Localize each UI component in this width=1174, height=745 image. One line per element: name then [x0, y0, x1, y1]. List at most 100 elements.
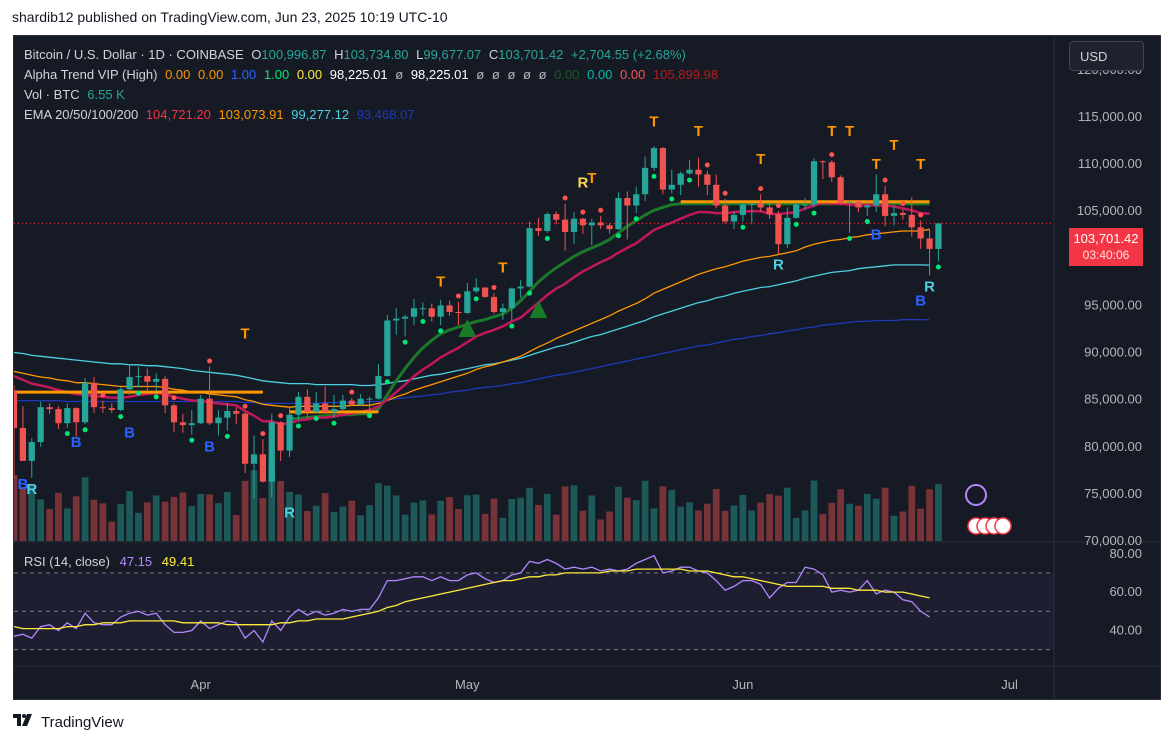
rsi-ma-value: 49.41: [161, 554, 195, 569]
volume-bar: [721, 510, 729, 541]
volume-bar: [437, 500, 445, 541]
candle-body: [206, 398, 213, 424]
candle-body: [624, 198, 631, 206]
signal-dot: [580, 209, 586, 215]
alpha-value-8: 98,225.01: [410, 67, 469, 82]
signal-marker: B: [71, 434, 82, 451]
time-tick-label: Jul: [1001, 677, 1018, 692]
signal-dot: [509, 323, 515, 329]
time-tick-label: Apr: [191, 677, 212, 692]
volume-bar: [801, 510, 809, 541]
volume-bar: [499, 517, 507, 541]
volume-bar: [908, 485, 916, 541]
chart-panel[interactable]: 120,000.00115,000.00110,000.00105,000.00…: [13, 35, 1161, 700]
candle-body: [704, 174, 711, 185]
candle-body: [579, 218, 586, 226]
open-label: O: [251, 47, 262, 62]
volume-bar: [223, 492, 231, 541]
rsi-tick-label: 60.00: [1109, 584, 1142, 599]
currency-button[interactable]: USD: [1069, 41, 1144, 71]
candle-body: [73, 408, 80, 423]
alpha-value-1: 0.00: [165, 67, 191, 82]
candle-body: [899, 213, 906, 215]
volume-bar: [312, 505, 320, 541]
candle-body: [64, 408, 71, 424]
candle-body: [46, 407, 53, 410]
candle-body: [730, 214, 738, 222]
tradingview-logo-icon: [13, 713, 35, 731]
volume-name[interactable]: Vol · BTC: [24, 87, 80, 102]
signal-dot: [864, 219, 870, 225]
volume-bar: [339, 506, 347, 541]
ema-name[interactable]: EMA 20/50/100/200: [24, 107, 139, 122]
volume-bar: [179, 492, 187, 541]
volume-bar: [63, 508, 71, 541]
candle-body: [873, 194, 880, 206]
volume-bar: [108, 521, 116, 541]
volume-bar: [72, 496, 80, 541]
signal-dot: [473, 296, 479, 302]
volume-bar: [472, 494, 480, 541]
footer-brand: TradingView: [13, 713, 124, 731]
volume-bar: [357, 515, 365, 541]
candle-body: [170, 405, 178, 423]
candle-body: [375, 376, 382, 399]
candle-body: [135, 376, 142, 378]
candle-body: [410, 308, 418, 317]
alpha-value-6: 98,225.01: [329, 67, 388, 82]
signal-dot: [633, 216, 639, 222]
candle-body: [508, 288, 515, 309]
signal-dot: [402, 339, 408, 345]
signal-marker: T: [756, 151, 765, 168]
close-value: 103,701.42: [498, 47, 564, 62]
candle-body: [855, 201, 862, 208]
volume-bar: [766, 494, 773, 541]
volume-bar: [375, 483, 382, 541]
symbol-title[interactable]: Bitcoin / U.S. Dollar · 1D · COINBASE: [24, 47, 244, 62]
signal-dot: [313, 416, 319, 421]
candle-body: [28, 442, 35, 461]
signal-marker: B: [17, 476, 28, 493]
candle-body: [419, 308, 426, 310]
ema100-line: [14, 264, 930, 387]
volume-bar: [561, 486, 569, 541]
ema100-value: 99,277.12: [291, 107, 350, 122]
candle-body: [535, 228, 542, 231]
signal-dot: [651, 173, 657, 179]
price-tick-label: 105,000.00: [1077, 203, 1142, 218]
volume-bar: [872, 498, 880, 541]
chart-canvas[interactable]: 120,000.00115,000.00110,000.00105,000.00…: [14, 36, 1161, 700]
rsi-name[interactable]: RSI (14, close): [24, 554, 110, 569]
candle-body: [224, 410, 231, 418]
volume-bar: [126, 491, 133, 541]
brand-name: TradingView: [41, 713, 124, 731]
candle-body: [313, 403, 320, 412]
publisher-caption: shardib12 published on TradingView.com, …: [12, 9, 448, 25]
ema50-line: [14, 228, 930, 408]
last-price-label: 103,701.42 03:40:06: [1069, 228, 1143, 266]
alpha-trend-name[interactable]: Alpha Trend VIP (High): [24, 67, 158, 82]
signal-dot: [598, 207, 604, 213]
candle-body: [55, 409, 62, 424]
candle-body: [562, 219, 569, 232]
volume-bar: [197, 493, 205, 541]
candle-body: [179, 422, 186, 426]
candle-body: [357, 398, 364, 405]
rsi-legend: RSI (14, close) 47.15 49.41: [24, 554, 200, 569]
volume-bar: [890, 515, 898, 541]
candle-body: [437, 305, 444, 317]
volume-bar: [135, 512, 142, 541]
candle-body: [677, 173, 684, 185]
volume-bar: [695, 510, 702, 541]
candle-body: [499, 308, 506, 313]
signal-dot: [722, 190, 728, 196]
candle-body: [517, 286, 524, 289]
candle-body: [117, 389, 124, 411]
volume-bar: [348, 500, 356, 541]
signal-marker: T: [827, 123, 836, 140]
volume-bar: [46, 509, 53, 541]
candle-body: [802, 204, 809, 206]
candle-body: [37, 407, 44, 443]
volume-bar: [19, 486, 27, 541]
signal-dot: [295, 423, 301, 429]
